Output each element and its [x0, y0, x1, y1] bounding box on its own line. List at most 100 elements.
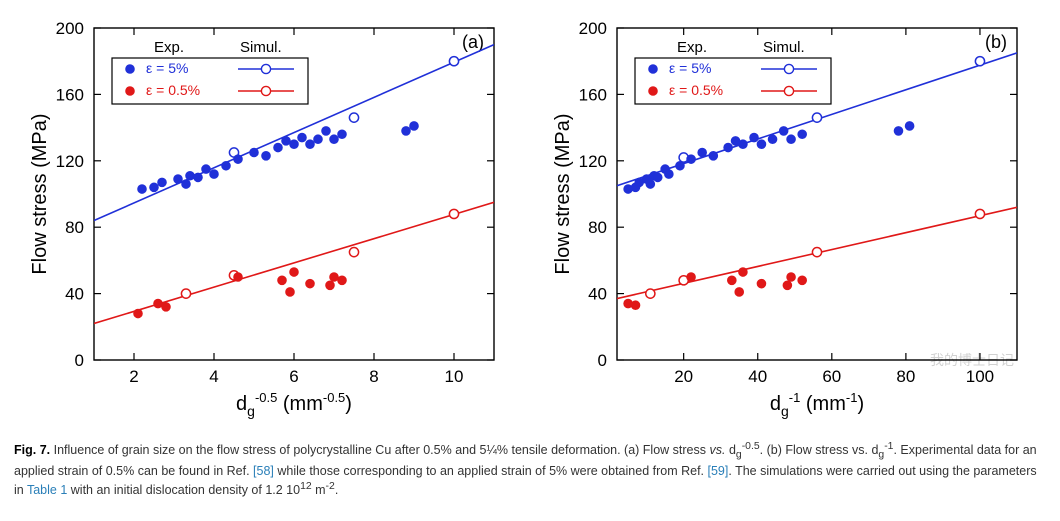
- x-tick-label: 2: [129, 367, 138, 386]
- sim-marker: [975, 57, 984, 66]
- exp-marker: [322, 127, 331, 136]
- exp-marker: [186, 171, 195, 180]
- legend-header-exp: Exp.: [154, 39, 184, 56]
- exp-marker: [314, 135, 323, 144]
- exp-marker: [724, 143, 733, 152]
- panel-a: 24681004080120160200dg-0.5 (mm-0.5)Flow …: [16, 10, 521, 430]
- exp-marker: [194, 173, 203, 182]
- legend-marker-sim: [784, 86, 793, 95]
- legend-box: [112, 58, 308, 104]
- x-tick-label: 100: [966, 367, 994, 386]
- exp-marker: [787, 273, 796, 282]
- exp-marker: [182, 180, 191, 189]
- legend-label: ε = 0.5%: [146, 82, 200, 98]
- exp-marker: [222, 161, 231, 170]
- exp-marker: [757, 140, 766, 149]
- figure-label: Fig. 7.: [14, 443, 50, 457]
- y-tick-label: 200: [579, 19, 607, 38]
- y-tick-label: 120: [56, 152, 84, 171]
- exp-marker: [330, 273, 339, 282]
- x-tick-label: 80: [896, 367, 915, 386]
- legend-label: ε = 0.5%: [669, 82, 723, 98]
- legend-marker-exp: [649, 65, 658, 74]
- exp-marker: [653, 173, 662, 182]
- panel-label: (b): [985, 32, 1007, 52]
- exp-marker: [798, 130, 807, 139]
- exp-marker: [410, 122, 419, 131]
- x-tick-label: 40: [748, 367, 767, 386]
- y-tick-label: 160: [56, 85, 84, 104]
- exp-marker: [274, 143, 283, 152]
- exp-marker: [787, 135, 796, 144]
- sim-marker: [349, 248, 358, 257]
- y-tick-label: 40: [65, 285, 84, 304]
- exp-marker: [250, 148, 259, 157]
- exp-marker: [905, 122, 914, 131]
- exp-marker: [262, 152, 271, 161]
- exp-marker: [138, 185, 147, 194]
- y-tick-label: 200: [56, 19, 84, 38]
- panel-label: (a): [462, 32, 484, 52]
- exp-marker: [665, 170, 674, 179]
- x-tick-label: 4: [209, 367, 218, 386]
- sim-marker: [181, 289, 190, 298]
- exp-marker: [150, 183, 159, 192]
- legend-header-sim: Simul.: [763, 39, 805, 56]
- y-tick-label: 120: [579, 152, 607, 171]
- sim-marker: [449, 57, 458, 66]
- y-tick-label: 80: [588, 218, 607, 237]
- x-tick-label: 60: [822, 367, 841, 386]
- figure-caption: Fig. 7. Influence of grain size on the f…: [14, 440, 1046, 499]
- legend-marker-exp: [126, 65, 135, 74]
- exp-marker: [768, 135, 777, 144]
- panel-b: 我的博士日记 2040608010004080120160200dg-1 (mm…: [539, 10, 1044, 430]
- x-tick-label: 8: [369, 367, 378, 386]
- exp-marker: [234, 155, 243, 164]
- x-tick-label: 20: [674, 367, 693, 386]
- sim-marker: [449, 209, 458, 218]
- exp-marker: [631, 301, 640, 310]
- legend-box: [635, 58, 831, 104]
- exp-marker: [134, 309, 143, 318]
- exp-marker: [306, 279, 315, 288]
- exp-marker: [174, 175, 183, 184]
- exp-marker: [158, 178, 167, 187]
- legend-label: ε = 5%: [146, 60, 188, 76]
- exp-marker: [286, 288, 295, 297]
- plot-box: [617, 28, 1017, 360]
- exp-marker: [402, 127, 411, 136]
- exp-marker: [676, 161, 685, 170]
- y-tick-label: 160: [579, 85, 607, 104]
- exp-marker: [728, 276, 737, 285]
- exp-marker: [326, 281, 335, 290]
- exp-marker: [779, 127, 788, 136]
- exp-marker: [687, 273, 696, 282]
- sim-marker: [349, 113, 358, 122]
- exp-marker: [687, 155, 696, 164]
- x-axis-label: dg-1 (mm-1): [770, 390, 864, 419]
- y-tick-label: 0: [75, 351, 84, 370]
- exp-marker: [278, 276, 287, 285]
- exp-marker: [298, 133, 307, 142]
- sim-marker: [646, 289, 655, 298]
- chart-a: 24681004080120160200dg-0.5 (mm-0.5)Flow …: [16, 10, 521, 430]
- exp-marker: [698, 148, 707, 157]
- exp-marker: [154, 299, 163, 308]
- y-tick-label: 40: [588, 285, 607, 304]
- legend-header-sim: Simul.: [240, 39, 282, 56]
- exp-marker: [798, 276, 807, 285]
- exp-marker: [282, 137, 291, 146]
- legend-marker-exp: [649, 87, 658, 96]
- legend-marker-sim: [784, 64, 793, 73]
- legend-marker-exp: [126, 87, 135, 96]
- chart-b: 2040608010004080120160200dg-1 (mm-1)Flow…: [539, 10, 1044, 430]
- sim-marker: [812, 113, 821, 122]
- legend-header-exp: Exp.: [677, 39, 707, 56]
- exp-marker: [646, 180, 655, 189]
- exp-marker: [750, 133, 759, 142]
- x-tick-label: 6: [289, 367, 298, 386]
- exp-marker: [783, 281, 792, 290]
- exp-marker: [202, 165, 211, 174]
- exp-marker: [338, 276, 347, 285]
- exp-marker: [234, 273, 243, 282]
